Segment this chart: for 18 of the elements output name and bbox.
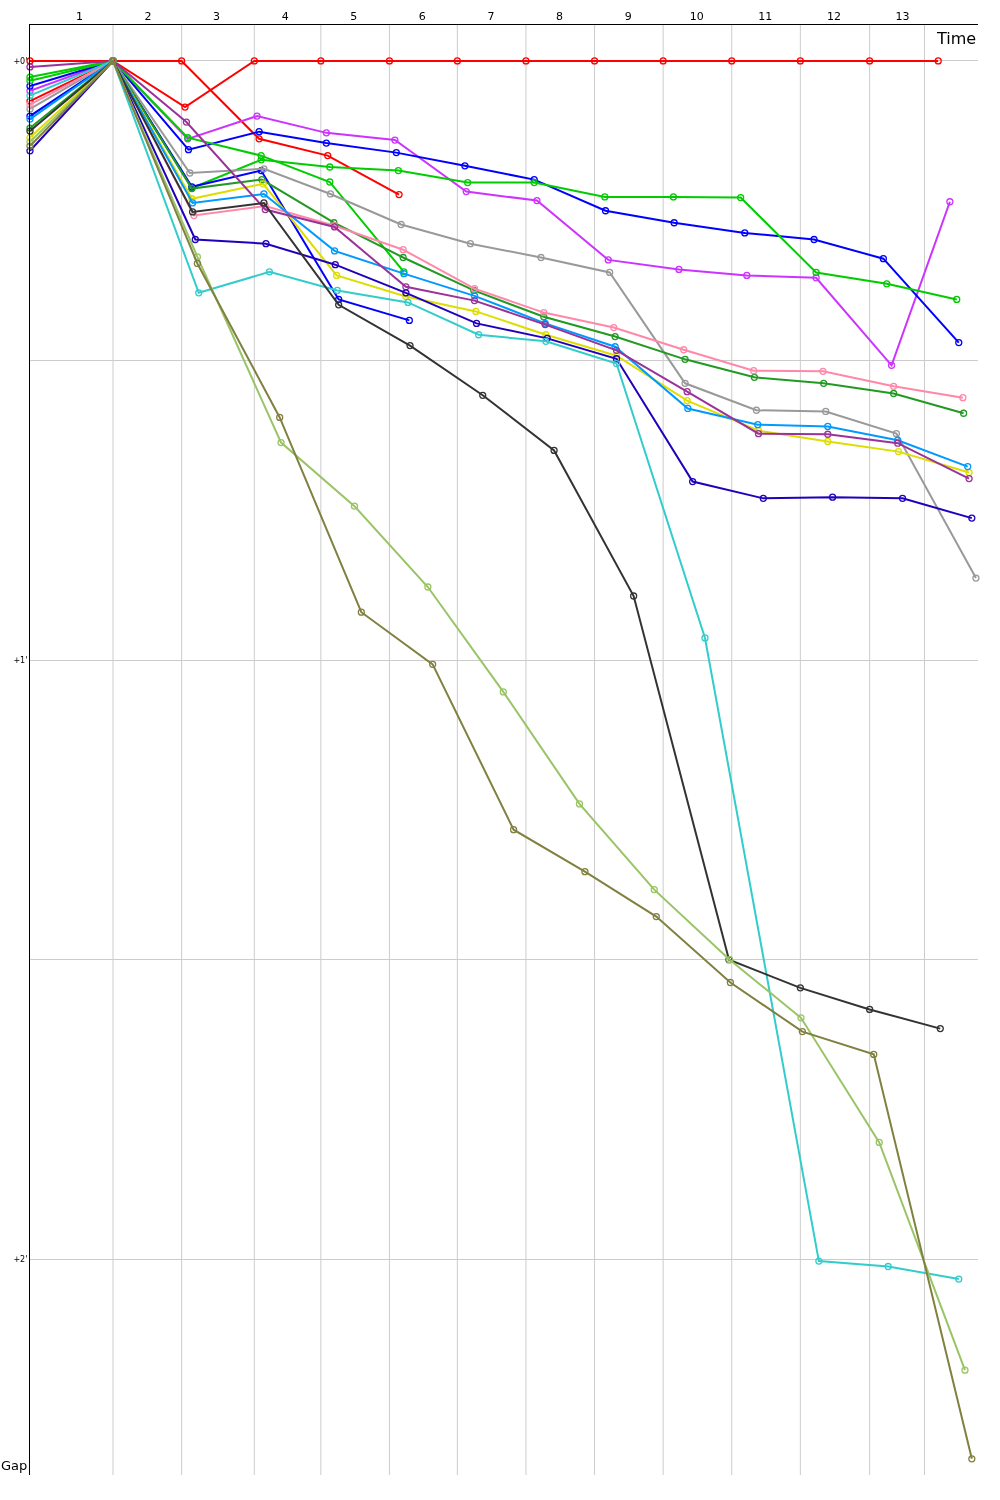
- x-tick-label: 3: [213, 9, 221, 23]
- x-tick-label: 2: [144, 9, 152, 23]
- x-tick-label: 12: [826, 9, 841, 23]
- x-tick-label: 5: [350, 9, 358, 23]
- x-tick-label: 10: [689, 9, 704, 23]
- y-tick-label: +1': [13, 655, 28, 665]
- y-tick-label: +0': [13, 56, 28, 66]
- x-tick-label: 11: [758, 9, 773, 23]
- x-tick-label: 9: [624, 9, 632, 23]
- x-tick-label: 4: [281, 9, 289, 23]
- x-axis-title: Time: [936, 29, 977, 48]
- x-tick-label: 8: [556, 9, 564, 23]
- x-tick-label: 13: [895, 9, 910, 23]
- y-axis-title: Gap: [1, 1458, 28, 1473]
- y-tick-label: +2': [13, 1255, 28, 1265]
- x-tick-label: 1: [75, 9, 83, 23]
- x-tick-label: 7: [487, 9, 495, 23]
- x-tick-label: 6: [418, 9, 426, 23]
